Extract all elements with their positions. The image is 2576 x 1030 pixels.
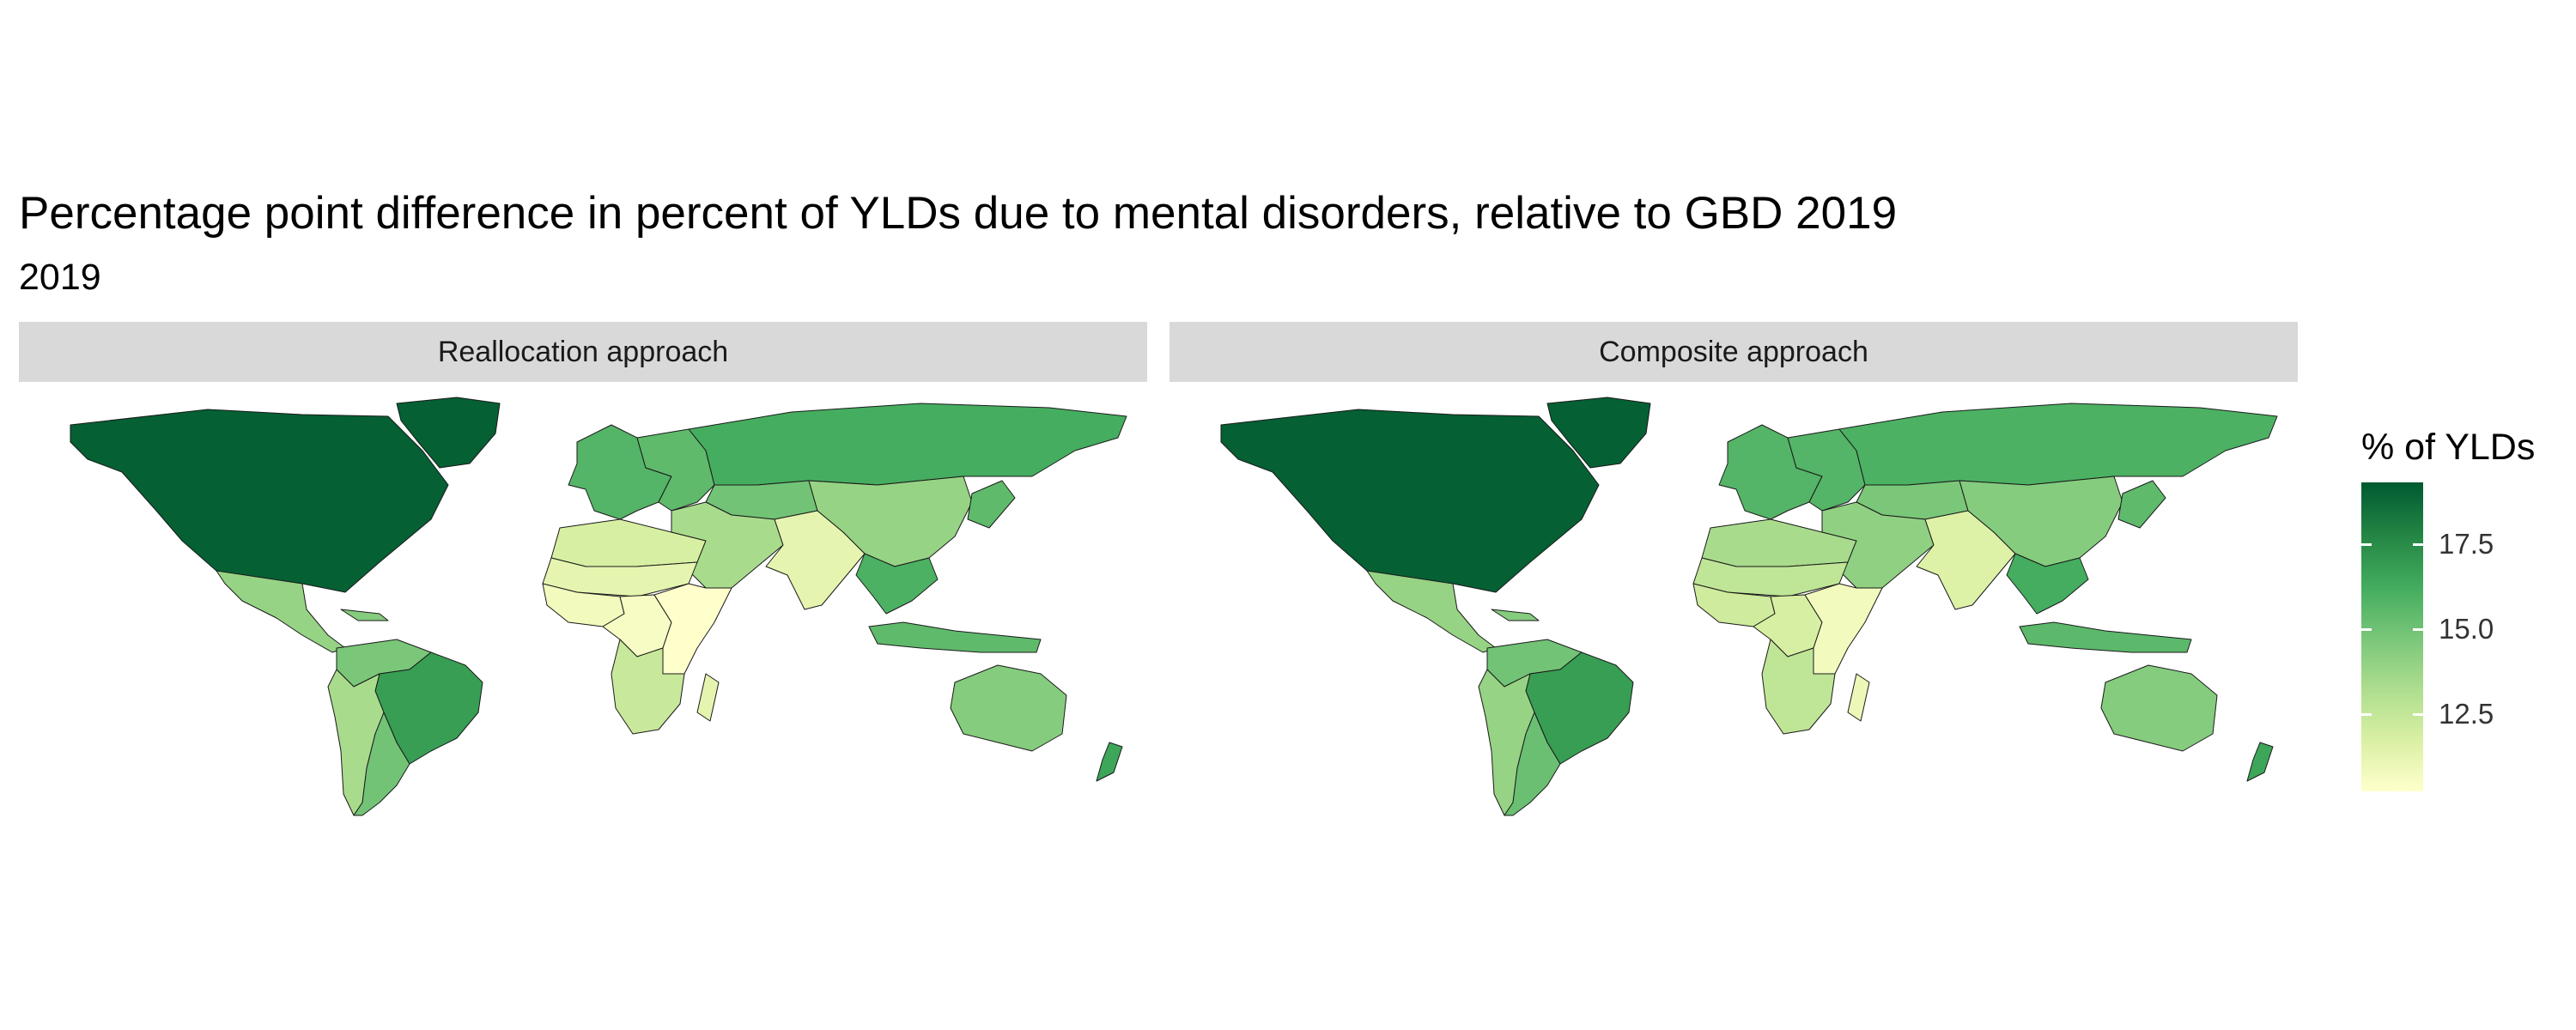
facet-strip-composite: Composite approach (1170, 322, 2298, 382)
region-east-africa (1804, 583, 1883, 675)
legend-tick-label: 15.0 (2439, 613, 2494, 645)
world-map-reallocation (70, 397, 1127, 816)
region-russia (1838, 403, 2278, 486)
legend-tick-label: 12.5 (2439, 698, 2494, 730)
region-new-zealand (2246, 742, 2274, 782)
region-north-america (70, 409, 449, 593)
legend-tick (2413, 713, 2423, 716)
legend-title: % of YLDs (2361, 427, 2536, 468)
region-southern-cone (353, 712, 410, 816)
legend-tick (2361, 543, 2372, 546)
region-east-africa (653, 583, 732, 675)
region-australia (2100, 664, 2218, 752)
region-caribbean (340, 609, 389, 621)
region-indonesia (868, 621, 1042, 653)
region-madagascar (1847, 673, 1870, 722)
region-north-america (1220, 409, 1600, 593)
region-southern-cone (1504, 712, 1561, 816)
region-russia (688, 403, 1127, 486)
region-new-zealand (1096, 742, 1123, 782)
legend-colorbar (2361, 482, 2423, 791)
facet-label-reallocation: Reallocation approach (437, 335, 729, 368)
region-central-america (216, 570, 346, 653)
region-southern-africa (1761, 639, 1836, 735)
world-map-composite (1220, 397, 2278, 816)
legend-tick (2361, 713, 2372, 716)
region-greenland (1546, 397, 1651, 469)
legend-tick (2361, 628, 2372, 631)
region-australia (950, 664, 1067, 752)
region-southeast-asia (855, 553, 939, 615)
region-southeast-asia (2006, 553, 2089, 615)
region-caribbean (1491, 609, 1540, 621)
region-china (808, 476, 973, 567)
region-southern-africa (611, 639, 685, 735)
legend-tick (2413, 543, 2423, 546)
region-greenland (396, 397, 501, 469)
region-madagascar (696, 673, 720, 722)
legend-tick-label: 17.5 (2439, 528, 2494, 560)
facet-label-composite: Composite approach (1599, 335, 1868, 368)
region-indonesia (2019, 621, 2192, 653)
chart-title: Percentage point difference in percent o… (19, 188, 1898, 239)
region-central-america (1366, 570, 1497, 653)
chart-subtitle: 2019 (19, 257, 101, 298)
region-japan-korea (967, 480, 1016, 529)
region-china (1959, 476, 2123, 567)
legend-tick (2413, 628, 2423, 631)
facet-strip-reallocation: Reallocation approach (19, 322, 1147, 382)
region-japan-korea (2117, 480, 2166, 529)
